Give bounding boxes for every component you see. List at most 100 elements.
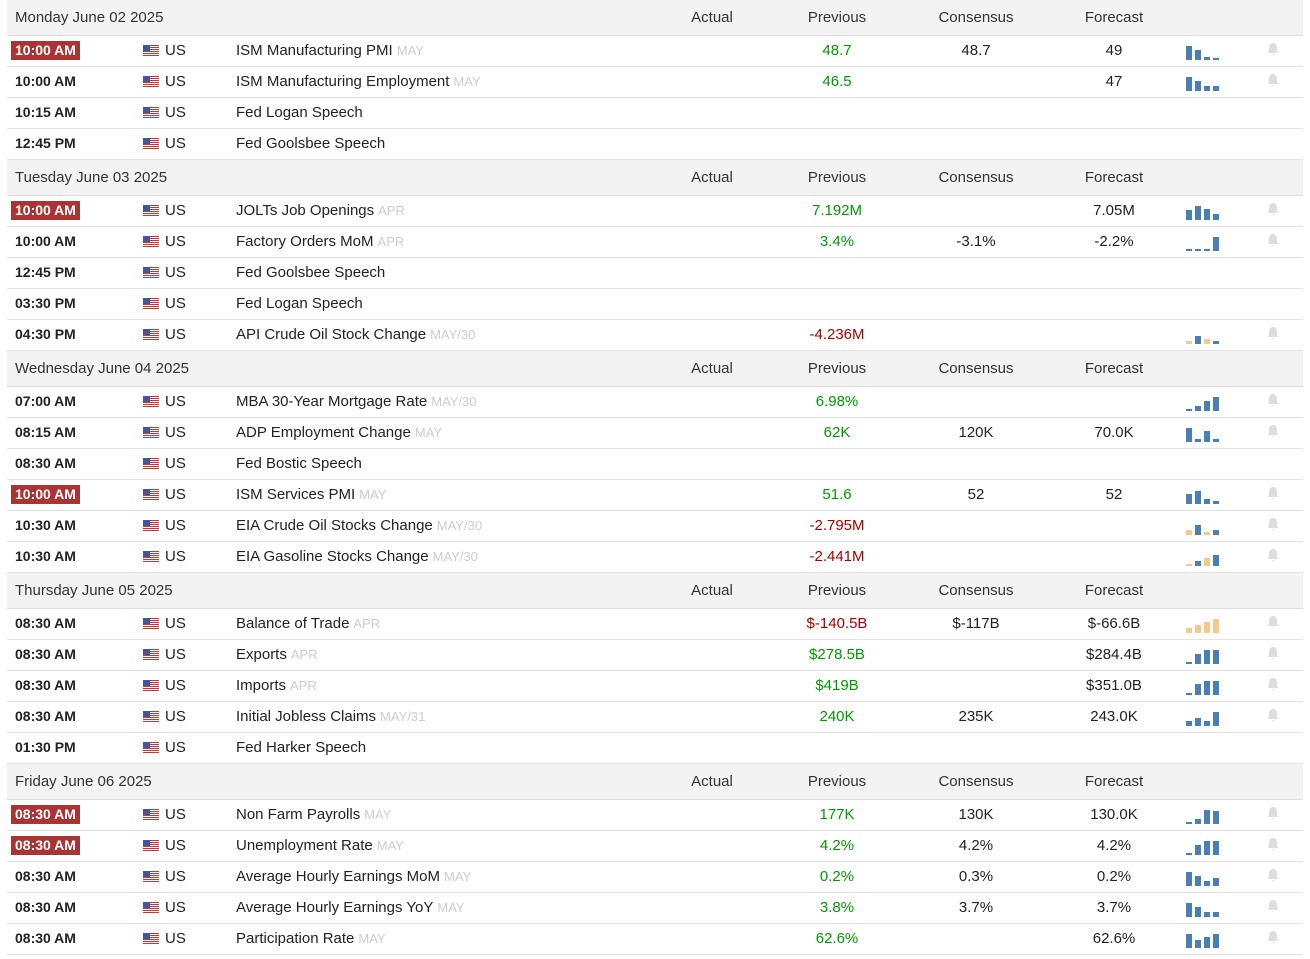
bell-icon[interactable] xyxy=(1265,516,1281,533)
event-name-text[interactable]: Initial Jobless Claims xyxy=(236,708,377,725)
column-header-consensus[interactable]: Consensus xyxy=(938,360,1014,377)
event-row[interactable]: 08:30 AM US Non Farm Payrolls MAY 177K 130K 13… xyxy=(7,800,1303,831)
event-name-text[interactable]: Non Farm Payrolls xyxy=(236,806,361,823)
event-row[interactable]: 10:00 AM US ISM Services PMI MAY 51.6 52 52 xyxy=(7,480,1303,511)
column-header-consensus[interactable]: Consensus xyxy=(938,773,1014,790)
event-name[interactable]: Fed Goolsbee Speech xyxy=(236,135,385,152)
event-name[interactable]: Non Farm Payrolls MAY xyxy=(236,806,391,823)
event-row[interactable]: 08:30 AM US Average Hourly Earnings YoY MAY… xyxy=(7,893,1303,924)
column-header-previous[interactable]: Previous xyxy=(807,773,867,790)
event-name[interactable]: Average Hourly Earnings MoM MAY xyxy=(236,868,471,885)
event-row[interactable]: 03:30 PM US Fed Logan Speech xyxy=(7,289,1303,320)
bell-icon[interactable] xyxy=(1265,929,1281,946)
event-name-text[interactable]: API Crude Oil Stock Change xyxy=(236,326,427,343)
sparkline[interactable] xyxy=(1185,393,1219,411)
event-name[interactable]: Fed Logan Speech xyxy=(236,295,363,312)
event-row[interactable]: 08:30 AM US Exports APR $278.5B $284.4B xyxy=(7,640,1303,671)
column-header-previous[interactable]: Previous xyxy=(807,169,867,186)
sparkline[interactable] xyxy=(1185,486,1219,504)
bell-icon[interactable] xyxy=(1265,614,1281,631)
column-header-previous[interactable]: Previous xyxy=(807,9,867,26)
event-name[interactable]: Exports APR xyxy=(236,646,318,663)
event-name[interactable]: Average Hourly Earnings YoY MAY xyxy=(236,899,465,916)
sparkline[interactable] xyxy=(1185,202,1219,220)
event-row[interactable]: 08:15 AM US ADP Employment Change MAY 62K 120… xyxy=(7,418,1303,449)
event-name[interactable]: Fed Goolsbee Speech xyxy=(236,264,385,281)
event-name-text[interactable]: ISM Services PMI xyxy=(236,486,356,503)
event-name-text[interactable]: ISM Manufacturing PMI xyxy=(236,42,393,59)
sparkline[interactable] xyxy=(1185,930,1219,948)
bell-icon[interactable] xyxy=(1265,707,1281,724)
bell-icon[interactable] xyxy=(1265,72,1281,89)
sparkline[interactable] xyxy=(1185,326,1219,344)
sparkline[interactable] xyxy=(1185,868,1219,886)
event-row[interactable]: 08:30 AM US Imports APR $419B $351.0B xyxy=(7,671,1303,702)
column-header-actual[interactable]: Actual xyxy=(691,169,733,186)
event-row[interactable]: 10:00 AM US ISM Manufacturing PMI MAY 48.7 48… xyxy=(7,36,1303,67)
column-header-actual[interactable]: Actual xyxy=(691,773,733,790)
event-row[interactable]: 12:45 PM US Fed Goolsbee Speech xyxy=(7,129,1303,160)
event-row[interactable]: 08:30 AM US Average Hourly Earnings MoM MAY… xyxy=(7,862,1303,893)
bell-icon[interactable] xyxy=(1265,645,1281,662)
event-name[interactable]: EIA Crude Oil Stocks Change MAY/30 xyxy=(236,517,482,534)
event-name-text[interactable]: Imports xyxy=(236,677,287,694)
event-name-text[interactable]: Fed Logan Speech xyxy=(236,104,363,121)
bell-icon[interactable] xyxy=(1265,867,1281,884)
column-header-forecast[interactable]: Forecast xyxy=(1084,9,1144,26)
event-name-text[interactable]: Factory Orders MoM xyxy=(236,233,374,250)
sparkline[interactable] xyxy=(1185,73,1219,91)
bell-icon[interactable] xyxy=(1265,423,1281,440)
column-header-consensus[interactable]: Consensus xyxy=(938,169,1014,186)
bell-icon[interactable] xyxy=(1265,232,1281,249)
event-name-text[interactable]: Participation Rate xyxy=(236,930,355,947)
column-header-forecast[interactable]: Forecast xyxy=(1084,169,1144,186)
event-name[interactable]: ISM Services PMI MAY xyxy=(236,486,386,503)
sparkline[interactable] xyxy=(1185,517,1219,535)
event-row[interactable]: 08:30 AM US Initial Jobless Claims MAY/31 24… xyxy=(7,702,1303,733)
event-name-text[interactable]: Fed Goolsbee Speech xyxy=(236,135,386,152)
column-header-previous[interactable]: Previous xyxy=(807,582,867,599)
event-name[interactable]: ISM Manufacturing Employment MAY xyxy=(236,73,481,90)
event-name-text[interactable]: EIA Crude Oil Stocks Change xyxy=(236,517,433,534)
event-row[interactable]: 10:00 AM US Factory Orders MoM APR 3.4% -3.1%… xyxy=(7,227,1303,258)
sparkline[interactable] xyxy=(1185,677,1219,695)
event-name[interactable]: Participation Rate MAY xyxy=(236,930,386,947)
event-name-text[interactable]: ADP Employment Change xyxy=(236,424,411,441)
event-name-text[interactable]: Exports xyxy=(236,646,287,663)
event-name[interactable]: ISM Manufacturing PMI MAY xyxy=(236,42,424,59)
event-name-text[interactable]: Fed Logan Speech xyxy=(236,295,363,312)
column-header-previous[interactable]: Previous xyxy=(807,360,867,377)
event-name[interactable]: Unemployment Rate MAY xyxy=(236,837,404,854)
event-name-text[interactable]: Fed Harker Speech xyxy=(236,739,367,756)
bell-icon[interactable] xyxy=(1265,676,1281,693)
event-row[interactable]: 08:30 AM US Balance of Trade APR $-140.5B $-1… xyxy=(7,609,1303,640)
event-row[interactable]: 01:30 PM US Fed Harker Speech xyxy=(7,733,1303,764)
event-row[interactable]: 10:30 AM US EIA Crude Oil Stocks Change MAY… xyxy=(7,511,1303,542)
bell-icon[interactable] xyxy=(1265,547,1281,564)
sparkline[interactable] xyxy=(1185,708,1219,726)
bell-icon[interactable] xyxy=(1265,392,1281,409)
column-header-consensus[interactable]: Consensus xyxy=(938,9,1014,26)
event-name[interactable]: JOLTs Job Openings APR xyxy=(236,202,405,219)
bell-icon[interactable] xyxy=(1265,41,1281,58)
event-row[interactable]: 08:30 AM US Participation Rate MAY 62.6% 62.6… xyxy=(7,924,1303,955)
column-header-actual[interactable]: Actual xyxy=(691,9,733,26)
event-name[interactable]: Balance of Trade APR xyxy=(236,615,380,632)
event-name-text[interactable]: Fed Bostic Speech xyxy=(236,455,362,472)
column-header-forecast[interactable]: Forecast xyxy=(1084,360,1144,377)
event-name-text[interactable]: Unemployment Rate xyxy=(236,837,373,854)
sparkline[interactable] xyxy=(1185,424,1219,442)
event-row[interactable]: 12:45 PM US Fed Goolsbee Speech xyxy=(7,258,1303,289)
event-name[interactable]: Imports APR xyxy=(236,677,317,694)
event-row[interactable]: 10:30 AM US EIA Gasoline Stocks Change MAY/… xyxy=(7,542,1303,573)
sparkline[interactable] xyxy=(1185,233,1219,251)
event-name-text[interactable]: ISM Manufacturing Employment xyxy=(236,73,450,90)
column-header-consensus[interactable]: Consensus xyxy=(938,582,1014,599)
column-header-actual[interactable]: Actual xyxy=(691,582,733,599)
event-name[interactable]: EIA Gasoline Stocks Change MAY/30 xyxy=(236,548,478,565)
column-header-actual[interactable]: Actual xyxy=(691,360,733,377)
event-row[interactable]: 08:30 AM US Fed Bostic Speech xyxy=(7,449,1303,480)
bell-icon[interactable] xyxy=(1265,836,1281,853)
sparkline[interactable] xyxy=(1185,899,1219,917)
sparkline[interactable] xyxy=(1185,646,1219,664)
